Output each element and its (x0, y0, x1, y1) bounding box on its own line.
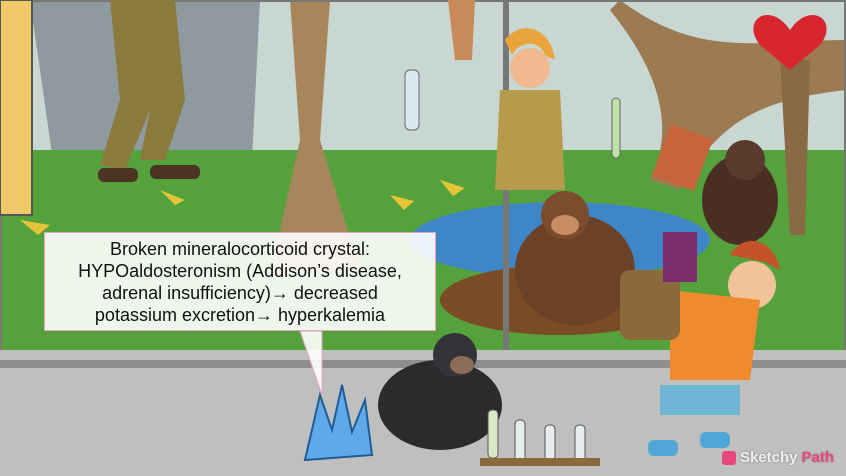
brand-name-part2: Path (801, 449, 834, 466)
brand-name-part1: Sketchy (739, 449, 798, 466)
zookeeper-woman-head-icon (510, 48, 550, 88)
zookeeper-woman-icon (495, 90, 565, 190)
banana-peel-icon (160, 190, 185, 205)
test-tube-icon (611, 97, 621, 159)
chimpanzee-reading-icon (702, 155, 778, 245)
banana-peel-icon (390, 195, 414, 210)
caption-box: Broken mineralocorticoid crystal: HYPOal… (44, 232, 436, 331)
tree-trunk-right-icon (780, 60, 810, 235)
test-tube-rack-icon (480, 458, 600, 466)
black-chimpanzee-face-icon (450, 356, 474, 374)
zookeeper-woman-hair-icon (505, 28, 555, 60)
tree-trunk-icon (270, 0, 360, 275)
boy-with-backpack-icon (670, 290, 760, 380)
graduated-cylinder-icon (404, 69, 420, 131)
backpack-icon (620, 270, 680, 340)
notebook-icon (651, 124, 713, 192)
brand-logo: Sketchy Path (721, 449, 834, 466)
chimpanzee-icon (515, 215, 635, 325)
banana-peel-icon (440, 180, 465, 196)
zookeeper-icon (100, 0, 185, 170)
black-chimpanzee-icon (378, 360, 502, 450)
door-panel (0, 0, 33, 216)
hanging-monkey-icon (448, 0, 475, 60)
brand-logo-icon (721, 450, 736, 465)
banana-peel-icon (20, 220, 50, 235)
zookeeper-boot-icon (98, 168, 138, 182)
caption-pointer-arrow (299, 330, 323, 396)
zookeeper-boot-icon (150, 165, 200, 179)
blue-crystal-icon (303, 384, 374, 462)
boy-shoe-icon (648, 440, 678, 456)
boy-shoe-icon (700, 432, 730, 448)
boy-head-icon (728, 261, 776, 309)
boy-hair-icon (730, 240, 780, 270)
almonds-can-icon (663, 232, 697, 282)
chimpanzee-head-icon (725, 140, 765, 180)
boy-shorts-icon (660, 385, 740, 415)
red-heart-balloon-icon (753, 14, 827, 70)
caption-text: Broken mineralocorticoid crystal: HYPOal… (78, 238, 402, 325)
chimpanzee-face-icon (551, 215, 579, 235)
